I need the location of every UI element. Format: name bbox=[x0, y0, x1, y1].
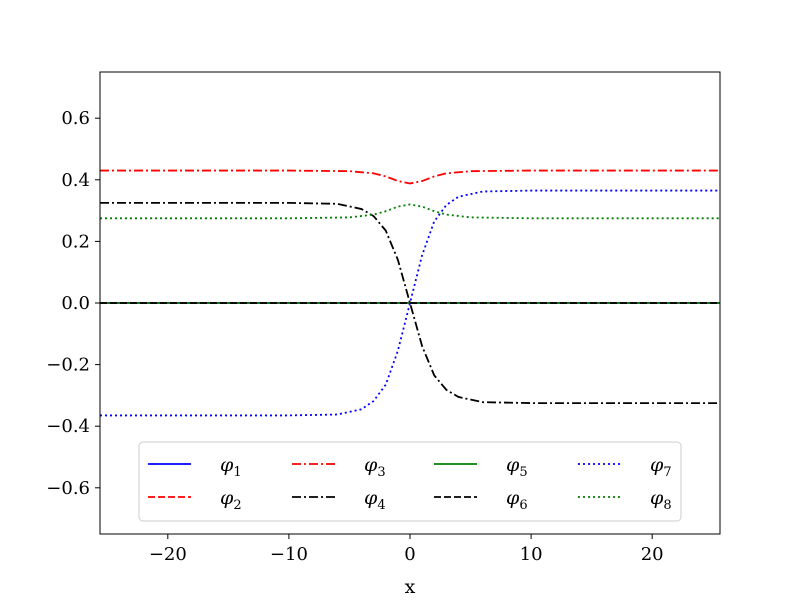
y-tick-label: −0.4 bbox=[46, 416, 90, 437]
x-tick-label: −10 bbox=[270, 544, 308, 565]
x-tick-label: 0 bbox=[404, 544, 415, 565]
series-line-3 bbox=[100, 169, 720, 185]
y-tick-label: −0.6 bbox=[46, 478, 90, 499]
legend-label-2: φ2 bbox=[220, 487, 242, 513]
legend-label-7: φ7 bbox=[650, 454, 672, 480]
x-tick-label: 10 bbox=[520, 544, 543, 565]
series-line-4 bbox=[100, 201, 720, 405]
plot-area bbox=[100, 169, 720, 417]
legend-label-6: φ6 bbox=[506, 487, 528, 513]
y-tick-label: 0.2 bbox=[61, 231, 90, 252]
y-tick-label: 0.0 bbox=[61, 293, 90, 314]
y-tick-label: −0.2 bbox=[46, 355, 90, 376]
series-line-8 bbox=[100, 203, 720, 220]
legend-label-1: φ1 bbox=[220, 454, 242, 480]
y-tick-label: 0.6 bbox=[61, 108, 90, 129]
ticks: −20 −10 0 10 20 −0.6 −0.4 −0.2 0.0 0.2 0.4 0.6 bbox=[46, 108, 663, 565]
legend-label-8: φ8 bbox=[650, 487, 672, 513]
x-axis-label: x bbox=[405, 576, 416, 598]
legend-box bbox=[138, 441, 682, 522]
legend-label-4: φ4 bbox=[364, 487, 386, 513]
x-tick-label: 20 bbox=[641, 544, 664, 565]
legend-label-3: φ3 bbox=[364, 454, 386, 480]
legend-label-5: φ5 bbox=[506, 454, 528, 480]
legend: φ1 φ2 φ3 φ4 φ5 φ6 φ7 φ8 bbox=[138, 441, 682, 522]
x-tick-label: −20 bbox=[149, 544, 187, 565]
series-line-7 bbox=[100, 189, 720, 417]
y-tick-label: 0.4 bbox=[61, 170, 90, 191]
